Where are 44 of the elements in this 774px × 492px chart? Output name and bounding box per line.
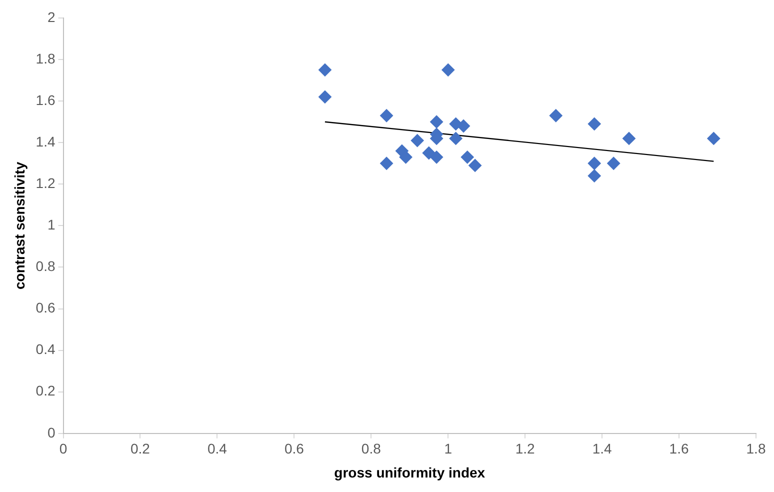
x-tick-label: 1.8	[746, 440, 766, 457]
point	[588, 117, 601, 130]
y-tick-label: 0.8	[36, 258, 56, 274]
x-tick-label: 1	[444, 440, 452, 457]
x-tick-label: 0.2	[130, 440, 150, 457]
point	[457, 120, 470, 133]
point	[399, 150, 412, 164]
point	[449, 132, 462, 145]
y-tick-label: 1	[47, 216, 56, 233]
y-tick-label: 1.8	[36, 50, 56, 66]
point	[422, 146, 436, 160]
y-tick-label: 0	[47, 424, 56, 440]
point	[318, 63, 332, 76]
point	[380, 109, 394, 122]
x-tick-label: 0.8	[361, 440, 382, 457]
point	[318, 90, 332, 104]
y-tick-label: 1.4	[36, 133, 56, 150]
point	[707, 132, 720, 145]
point	[430, 115, 444, 128]
x-tick-label: 0	[59, 440, 68, 457]
point	[607, 156, 620, 170]
x-tick-label: 0.4	[207, 440, 228, 457]
point	[549, 109, 562, 122]
y-tick-label: 0.2	[36, 382, 56, 399]
point	[588, 169, 601, 182]
x-tick-label: 1.4	[592, 440, 612, 457]
x-tick-label: 1.2	[515, 440, 536, 457]
x-tick-label: 0.6	[284, 440, 304, 457]
y-tick-label: 1.2	[36, 175, 56, 192]
point	[380, 156, 394, 170]
point	[410, 134, 424, 148]
y-tick-label: 1.6	[36, 92, 56, 108]
y-tick-label: 0.6	[36, 300, 56, 316]
point	[588, 156, 601, 170]
y-tick-label: 0.4	[36, 341, 56, 358]
y-axis-title: contrast sensitivity	[11, 162, 28, 290]
y-tick-label: 2	[47, 8, 56, 25]
point	[622, 132, 636, 145]
point	[460, 150, 474, 164]
point	[430, 150, 444, 164]
x-tick-label: 1.6	[669, 440, 689, 457]
x-axis-title: gross uniformity index	[334, 464, 486, 480]
point	[442, 63, 455, 76]
point	[468, 158, 482, 172]
